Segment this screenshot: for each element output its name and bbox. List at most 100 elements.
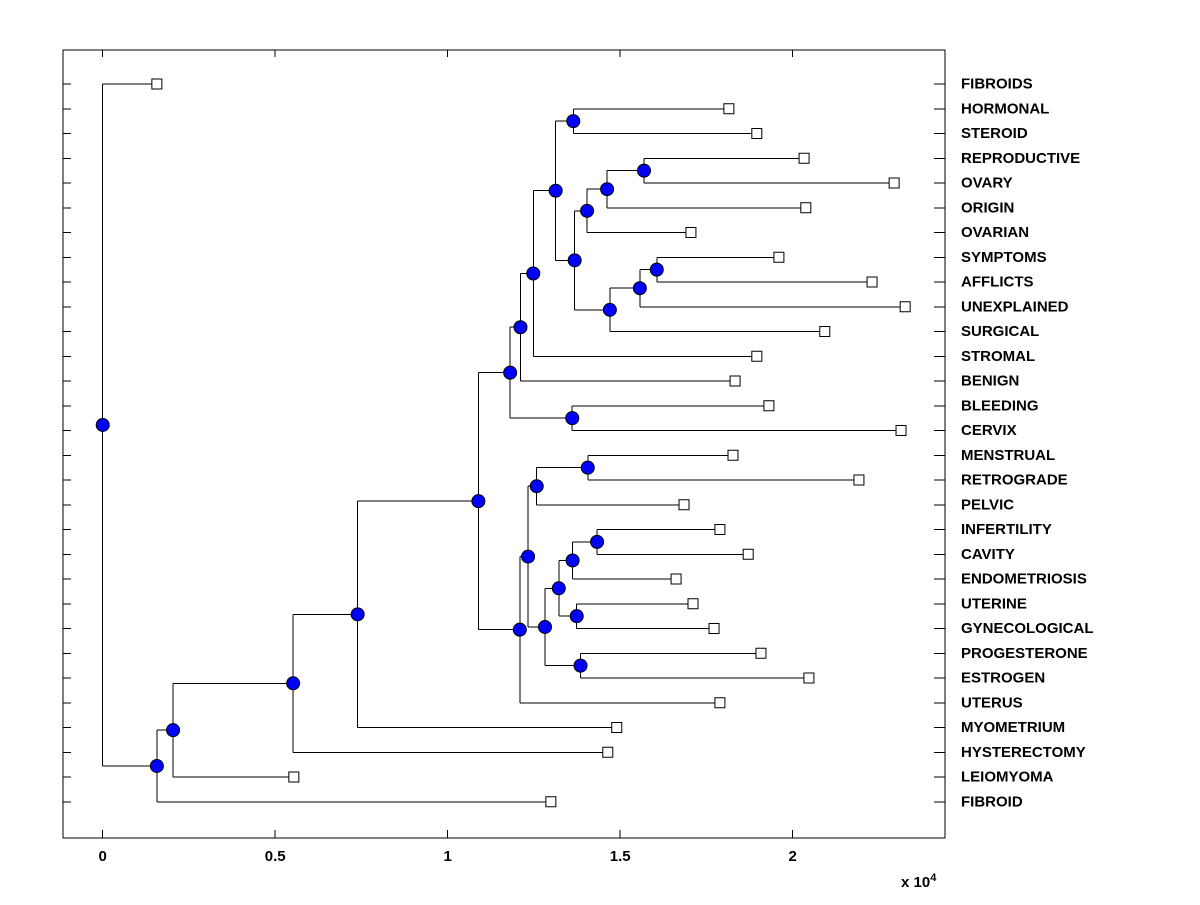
leaf-node-marker[interactable]	[888, 177, 900, 189]
internal-node-marker[interactable]	[513, 320, 528, 335]
internal-node-marker[interactable]	[166, 723, 181, 738]
leaf-node-marker[interactable]	[729, 375, 741, 387]
leaf-label: BLEEDING	[961, 397, 1039, 414]
internal-node-marker[interactable]	[286, 676, 301, 691]
leaf-node-marker[interactable]	[773, 251, 785, 263]
leaf-node-marker[interactable]	[755, 647, 767, 659]
leaf-node-marker[interactable]	[151, 78, 163, 90]
leaf-label: HYSTERECTOMY	[961, 744, 1086, 761]
internal-node-marker[interactable]	[566, 114, 581, 129]
marker-layer	[95, 78, 911, 808]
internal-node-marker[interactable]	[95, 417, 110, 432]
leaf-label: CERVIX	[961, 422, 1017, 439]
leaf-label: PELVIC	[961, 496, 1014, 513]
leaf-node-marker[interactable]	[819, 326, 831, 337]
leaf-label: UTERINE	[961, 595, 1027, 612]
internal-node-marker[interactable]	[590, 534, 605, 549]
internal-node-marker[interactable]	[565, 411, 580, 426]
internal-node-marker[interactable]	[521, 549, 536, 564]
branch-layer	[102, 83, 906, 803]
leaf-label: RETROGRADE	[961, 472, 1068, 489]
leaf-node-marker[interactable]	[866, 276, 878, 288]
leaf-label: SYMPTOMS	[961, 249, 1047, 266]
leaf-label: MYOMETRIUM	[961, 719, 1065, 736]
leaf-label: MENSTRUAL	[961, 447, 1055, 464]
leaf-label: OVARY	[961, 175, 1013, 192]
leaf-label: HORMONAL	[961, 100, 1049, 117]
internal-node-marker[interactable]	[632, 281, 647, 296]
internal-node-marker[interactable]	[649, 262, 664, 277]
leaf-node-marker[interactable]	[714, 524, 726, 535]
leaf-node-marker[interactable]	[545, 796, 557, 808]
leaf-label: UTERUS	[961, 694, 1023, 711]
exponent-prefix: x 10	[901, 874, 931, 891]
internal-node-marker[interactable]	[602, 302, 617, 317]
internal-node-marker[interactable]	[526, 266, 541, 281]
exponent-power: 4	[930, 872, 937, 884]
leaf-node-marker[interactable]	[853, 474, 865, 486]
leaf-node-marker[interactable]	[727, 449, 739, 461]
leaf-node-marker[interactable]	[288, 771, 300, 783]
internal-node-marker[interactable]	[600, 182, 615, 197]
leaf-label: UNEXPLAINED	[961, 298, 1069, 315]
internal-node-marker[interactable]	[637, 163, 652, 178]
x-axis-exponent-label: x 104	[901, 872, 936, 891]
leaf-node-marker[interactable]	[763, 400, 775, 412]
axis-box	[62, 49, 946, 839]
internal-node-marker[interactable]	[529, 479, 544, 494]
text-layer: 0 0.5 1 1.5 2 FIBROIDS HORMONAL STEROID REPRODUC…	[99, 76, 1094, 866]
leaf-node-marker[interactable]	[611, 722, 623, 733]
leaf-node-marker[interactable]	[751, 350, 763, 362]
internal-node-marker[interactable]	[503, 365, 518, 380]
axis-layer	[62, 49, 946, 839]
leaf-label: ORIGIN	[961, 199, 1014, 216]
leaf-label: REPRODUCTIVE	[961, 150, 1080, 167]
leaf-node-marker[interactable]	[687, 598, 699, 610]
x-tick-label: 2	[789, 848, 797, 865]
internal-node-marker[interactable]	[580, 460, 595, 475]
leaf-node-marker[interactable]	[742, 548, 754, 560]
internal-node-marker[interactable]	[548, 183, 563, 198]
x-tick-label: 1	[444, 848, 452, 865]
leaf-node-marker[interactable]	[678, 499, 690, 511]
leaf-node-marker[interactable]	[798, 152, 810, 164]
leaf-node-marker[interactable]	[602, 746, 614, 758]
leaf-label: ENDOMETRIOSIS	[961, 571, 1087, 588]
x-tick-label: 0	[99, 848, 107, 865]
leaf-label: GYNECOLOGICAL	[961, 620, 1094, 637]
leaf-node-marker[interactable]	[800, 202, 812, 214]
internal-node-marker[interactable]	[567, 253, 582, 268]
x-tick-label: 1.5	[610, 848, 631, 865]
leaf-label: INFERTILITY	[961, 521, 1052, 538]
leaf-node-marker[interactable]	[895, 425, 907, 436]
leaf-label: LEIOMYOMA	[961, 769, 1054, 786]
leaf-node-marker[interactable]	[899, 301, 911, 313]
leaf-label: SURGICAL	[961, 323, 1039, 340]
leaf-node-marker[interactable]	[803, 672, 815, 684]
leaf-node-marker[interactable]	[670, 573, 682, 585]
leaf-node-marker[interactable]	[751, 128, 763, 139]
internal-node-marker[interactable]	[537, 619, 552, 634]
internal-node-marker[interactable]	[580, 203, 595, 218]
internal-node-marker[interactable]	[565, 553, 580, 568]
leaf-node-marker[interactable]	[708, 623, 720, 634]
internal-node-marker[interactable]	[471, 494, 486, 509]
leaf-label: CAVITY	[961, 546, 1015, 563]
leaf-label: FIBROID	[961, 793, 1023, 810]
internal-node-marker[interactable]	[149, 758, 164, 773]
leaf-label: AFFLICTS	[961, 274, 1034, 291]
leaf-label: PROGESTERONE	[961, 645, 1088, 662]
leaf-node-marker[interactable]	[714, 697, 726, 709]
internal-node-marker[interactable]	[350, 607, 365, 622]
internal-node-marker[interactable]	[569, 609, 584, 624]
leaf-label: STROMAL	[961, 348, 1035, 365]
leaf-label: ESTROGEN	[961, 670, 1045, 687]
leaf-node-marker[interactable]	[723, 103, 735, 115]
leaf-label: BENIGN	[961, 373, 1019, 390]
internal-node-marker[interactable]	[512, 622, 527, 637]
internal-node-marker[interactable]	[551, 581, 566, 596]
leaf-node-marker[interactable]	[685, 227, 697, 238]
internal-node-marker[interactable]	[573, 658, 588, 673]
